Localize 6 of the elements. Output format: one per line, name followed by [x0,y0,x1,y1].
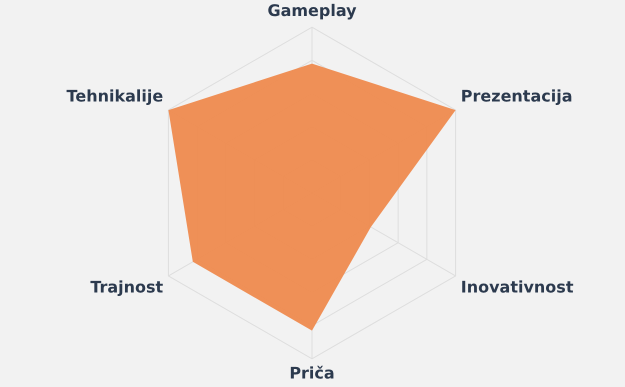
spoke-label: Inovativnost [460,278,574,297]
spoke-label: Prezentacija [460,86,572,106]
spoke-label: Trajnost [90,278,164,297]
spoke-label: Gameplay [267,0,358,20]
spoke-label: Priča [289,364,335,383]
spoke-label: Tehnikalije [66,86,164,106]
